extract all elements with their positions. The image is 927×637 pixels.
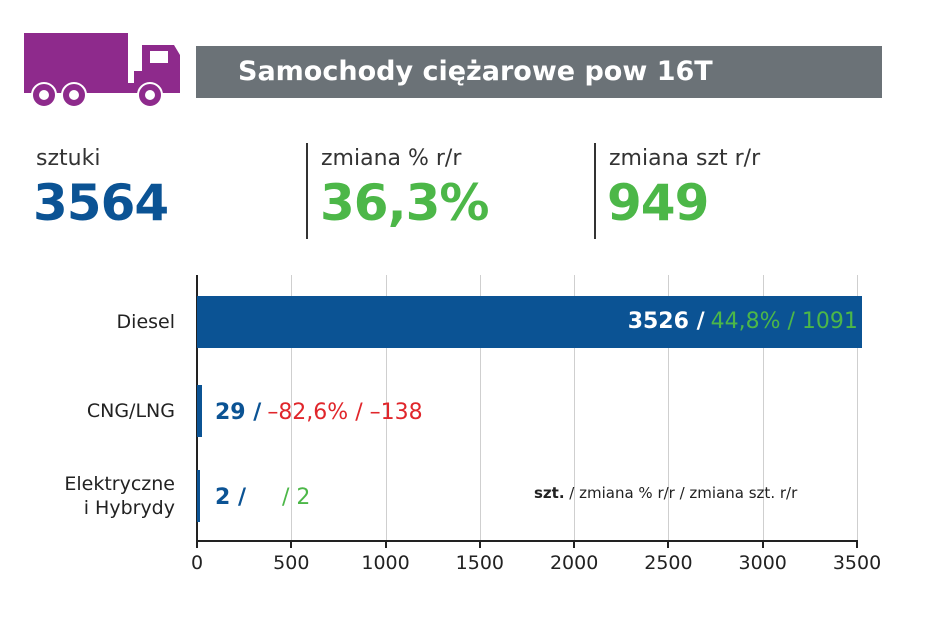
x-tick-mark (761, 541, 764, 548)
x-tick-label: 2000 (549, 552, 599, 574)
kpi-diff-label: zmiana szt r/r (609, 146, 761, 171)
legend-bold: szt. (534, 484, 565, 502)
x-axis (197, 540, 858, 542)
units-value: 2 / (215, 485, 247, 510)
x-tick-mark (478, 541, 481, 548)
x-tick-mark (384, 541, 387, 548)
units-value: 29 / (215, 400, 262, 425)
category-label-line: CNG/LNG (86, 400, 175, 422)
x-tick-label: 1000 (361, 552, 410, 574)
change-value: / 2 (282, 485, 311, 510)
change-value: –82,6% / –138 (267, 400, 423, 425)
page-title: Samochody ciężarowe pow 16T (196, 46, 882, 98)
category-label-line: i Hybrydy (83, 497, 175, 519)
x-tick-label: 1500 (455, 552, 505, 574)
category-label-line: Diesel (116, 311, 175, 333)
kpi-pct-value: 36,3% (320, 174, 489, 232)
x-tick-mark (856, 541, 858, 548)
gridline (668, 275, 670, 541)
kpi-pct-label: zmiana % r/r (321, 146, 462, 171)
kpi-units-value: 3564 (33, 174, 169, 232)
x-tick-mark (290, 541, 293, 548)
kpi-diff-value: 949 (607, 174, 709, 232)
units-value: 3526 / (627, 309, 705, 334)
x-tick-mark (573, 541, 576, 548)
x-tick-label: 500 (273, 552, 310, 574)
x-tick-mark (196, 541, 198, 548)
x-tick-label: 2500 (644, 552, 693, 574)
bar-value-label: 2 / / 2 (215, 485, 310, 510)
divider (306, 143, 308, 239)
chart-legend: szt. / zmiana % r/r / zmiana szt. r/r (534, 484, 797, 502)
bar-value-label: 29 /–82,6% / –138 (215, 400, 423, 425)
bar-diesel (197, 296, 862, 348)
x-tick-label: 3000 (738, 552, 787, 574)
bar-cng-lng (197, 385, 203, 437)
gridline (857, 275, 858, 541)
gridline (762, 275, 764, 541)
x-tick-label: 3500 (832, 552, 882, 574)
divider (594, 143, 596, 239)
gridline (385, 275, 387, 541)
category-label: Diesel (0, 310, 175, 334)
x-tick-label: 0 (190, 552, 204, 574)
truck-icon (22, 33, 184, 113)
category-label: CNG/LNG (0, 399, 175, 423)
category-label: Elektryczne i Hybrydy (0, 472, 175, 520)
bar-elektryczne-i-hybrydy (197, 470, 200, 522)
legend-text: / zmiana % r/r / zmiana szt. r/r (564, 484, 798, 502)
x-tick-mark (667, 541, 670, 548)
gridline (574, 275, 576, 541)
gridline (291, 275, 293, 541)
gridline (479, 275, 481, 541)
kpi-units-label: sztuki (36, 146, 101, 171)
bar-value-label: 3526 /44,8% / 1091 (628, 309, 858, 334)
change-value: 44,8% / 1091 (710, 309, 858, 334)
category-label-line: Elektryczne (64, 473, 175, 495)
